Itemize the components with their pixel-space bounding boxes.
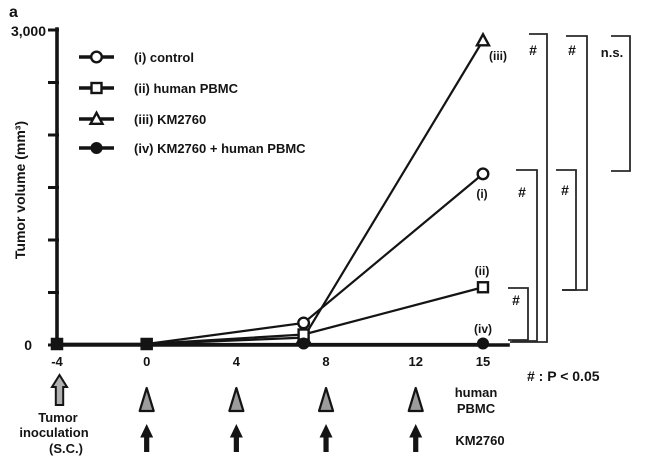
km2760-arrow-icon: [409, 424, 423, 452]
open-circle-marker-icon: [476, 167, 490, 181]
pbmc-triangle-icon: [407, 386, 424, 413]
overlap-marker-icon: [140, 337, 153, 351]
inoculation-label-line2: inoculation: [19, 425, 88, 440]
tumor-inoculation-arrow-icon: [50, 373, 69, 406]
bracket-line: [510, 33, 548, 343]
bracket-line: [556, 169, 577, 291]
bracket-line: [508, 287, 529, 341]
bracket-i-vs-iv: #: [512, 169, 538, 342]
km2760-arrow-icon: [140, 424, 154, 452]
pbmc-triangle-icon: [317, 386, 335, 413]
bracket-iii-vs-iv: #: [510, 33, 548, 343]
endpoint-label-iv: (iv): [474, 322, 492, 336]
km2760-arrow-icon: [229, 424, 243, 452]
endpoint-label-i: (i): [476, 187, 487, 201]
series-markers: [50, 31, 492, 351]
open-triangle-marker-icon: [88, 110, 105, 125]
endpoint-label-ii: (ii): [475, 264, 490, 278]
panel-label: a: [9, 4, 18, 21]
x-tick-label: 12: [408, 354, 422, 369]
km2760-arrow-icon: [319, 424, 333, 452]
bracket-line: [611, 35, 631, 172]
significance-brackets: # # n.s. # # #: [508, 33, 631, 343]
endpoint-label-iii: (iii): [489, 49, 507, 63]
legend: (i) control (ii) human PBMC (iii) KM2760…: [79, 50, 306, 156]
bracket-iii-vs-i: n.s.: [601, 35, 631, 172]
open-circle-marker-icon: [297, 316, 311, 330]
inoculation-label-line3: (S.C.): [49, 441, 83, 456]
bracket-label: #: [561, 182, 569, 198]
legend-markers: [79, 50, 114, 155]
series-lines: [57, 39, 484, 346]
y-tick-label-zero: 0: [24, 337, 32, 353]
x-tick-label: 8: [322, 354, 329, 369]
pbmc-triangle-icon: [138, 386, 155, 413]
legend-label-control: (i) control: [134, 50, 194, 65]
pbmc-label-line2: PBMC: [457, 401, 496, 416]
bracket-label: #: [518, 184, 526, 200]
significance-footnote: # : P < 0.05: [527, 368, 600, 384]
x-tick-label: 0: [143, 354, 150, 369]
bracket-ii-vs-iv: #: [508, 287, 529, 341]
open-triangle-marker-icon: [474, 31, 492, 47]
open-square-marker-icon: [90, 81, 103, 95]
x-tick-label: 4: [233, 354, 241, 369]
legend-label-human-pbmc: (ii) human PBMC: [134, 81, 239, 96]
pbmc-triangle-icon: [228, 386, 245, 413]
km2760-label: KM2760: [455, 433, 504, 448]
open-circle-marker-icon: [89, 50, 103, 64]
y-tick-label-max: 3,000: [11, 23, 46, 39]
open-square-marker-icon: [476, 281, 490, 294]
bracket-label: n.s.: [601, 45, 623, 60]
legend-label-km2760: (iii) KM2760: [134, 112, 206, 127]
x-tick-labels: -4 0 4 8 12 15: [51, 354, 490, 369]
inoculation-label-line1: Tumor: [38, 410, 77, 425]
bracket-label: #: [529, 42, 537, 58]
filled-circle-marker-icon: [90, 141, 103, 155]
dosing-timeline: Tumor inoculation (S.C.) human PBMC KM27…: [19, 373, 505, 456]
x-tick-label: 15: [476, 354, 490, 369]
overlap-marker-icon: [50, 337, 64, 351]
x-tick-label: -4: [51, 354, 63, 369]
y-axis-title: Tumor volume (mm³): [12, 121, 28, 259]
filled-circle-marker-icon: [297, 337, 310, 350]
pbmc-label-line1: human: [455, 385, 498, 400]
legend-label-km2760-pbmc: (iv) KM2760 + human PBMC: [134, 141, 306, 156]
bracket-label: #: [512, 292, 520, 308]
bracket-label: #: [568, 42, 576, 58]
bracket-line: [512, 169, 538, 342]
bracket-i-vs-ii: #: [556, 169, 577, 291]
filled-circle-marker-icon: [476, 337, 490, 350]
timeline-glyphs: [138, 386, 424, 452]
